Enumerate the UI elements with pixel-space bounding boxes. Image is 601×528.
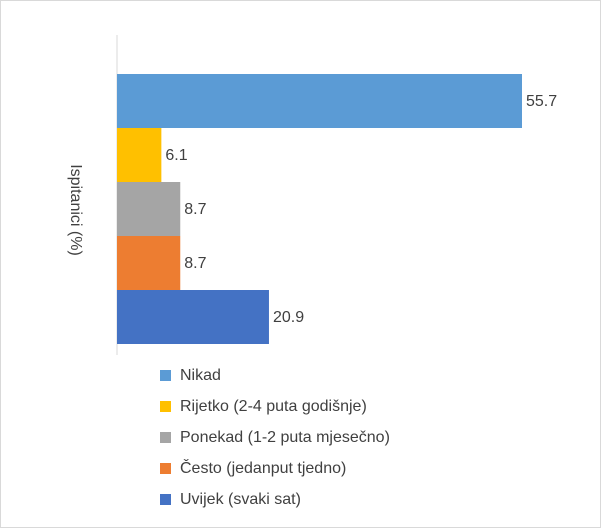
legend-swatch (160, 370, 171, 381)
legend-label: Nikad (180, 367, 221, 384)
y-axis-label: Ispitanici (%) (67, 164, 84, 256)
bar (117, 290, 269, 344)
legend-swatch (160, 494, 171, 505)
data-label: 55.7 (526, 93, 557, 110)
legend-label: Uvijek (svaki sat) (180, 491, 301, 508)
legend-label: Rijetko (2-4 puta godišnje) (180, 398, 367, 415)
legend-swatch (160, 432, 171, 443)
bar (117, 236, 181, 290)
bar (117, 182, 181, 236)
bar (117, 128, 162, 182)
legend-label: Ponekad (1-2 puta mjesečno) (180, 429, 390, 446)
data-label: 6.1 (165, 147, 187, 164)
legend-swatch (160, 463, 171, 474)
data-label: 20.9 (273, 309, 304, 326)
legend-swatch (160, 401, 171, 412)
data-label: 8.7 (184, 201, 206, 218)
data-label: 8.7 (184, 255, 206, 272)
legend-label: Često (jedanput tjedno) (180, 458, 346, 477)
bar (117, 74, 522, 128)
